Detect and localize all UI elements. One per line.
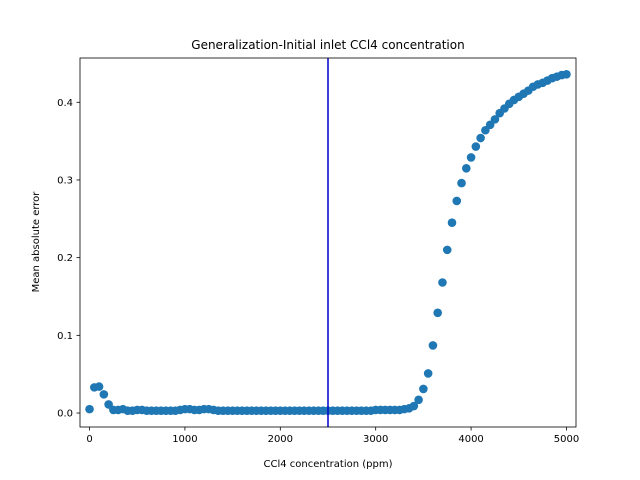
x-tick-label: 1000 xyxy=(172,434,197,445)
data-point xyxy=(562,70,571,79)
data-point xyxy=(419,384,428,394)
x-tick-label: 5000 xyxy=(554,434,579,445)
y-axis-title: Mean absolute error xyxy=(31,191,42,293)
y-tick-label: 0.1 xyxy=(57,331,73,342)
data-point xyxy=(94,382,104,391)
data-point xyxy=(414,395,423,405)
data-point xyxy=(442,245,452,255)
data-point xyxy=(428,341,438,350)
data-point xyxy=(466,153,476,162)
data-point xyxy=(447,218,457,227)
x-tick-label: 3000 xyxy=(363,434,388,445)
y-tick-label: 0.3 xyxy=(57,175,73,186)
y-tick-label: 0.0 xyxy=(57,409,73,420)
plot-frame xyxy=(79,57,577,428)
y-tick-label: 0.4 xyxy=(57,98,73,109)
x-tick-label: 2000 xyxy=(268,434,293,445)
plot-area xyxy=(79,57,577,428)
data-point xyxy=(462,164,471,173)
data-point xyxy=(452,196,462,206)
data-point xyxy=(490,115,500,124)
x-axis: 0 1000 2000 3000 4000 5000 xyxy=(86,427,579,445)
data-point xyxy=(471,142,481,151)
x-tick-label: 0 xyxy=(86,434,92,445)
data-point xyxy=(85,404,94,414)
data-point xyxy=(409,401,419,411)
y-tick-label: 0.2 xyxy=(57,253,73,264)
data-point xyxy=(433,308,442,318)
x-axis-title: CCl4 concentration (ppm) xyxy=(264,459,393,470)
data-point xyxy=(99,390,109,399)
data-point xyxy=(438,278,447,287)
x-tick-label: 4000 xyxy=(458,434,483,445)
data-point xyxy=(476,133,485,143)
y-axis: 0.0 0.1 0.2 0.3 0.4 xyxy=(57,98,80,420)
data-point xyxy=(423,369,433,378)
plot-title: Generalization-Initial inlet CCl4 concen… xyxy=(191,38,464,52)
data-point xyxy=(457,178,466,188)
